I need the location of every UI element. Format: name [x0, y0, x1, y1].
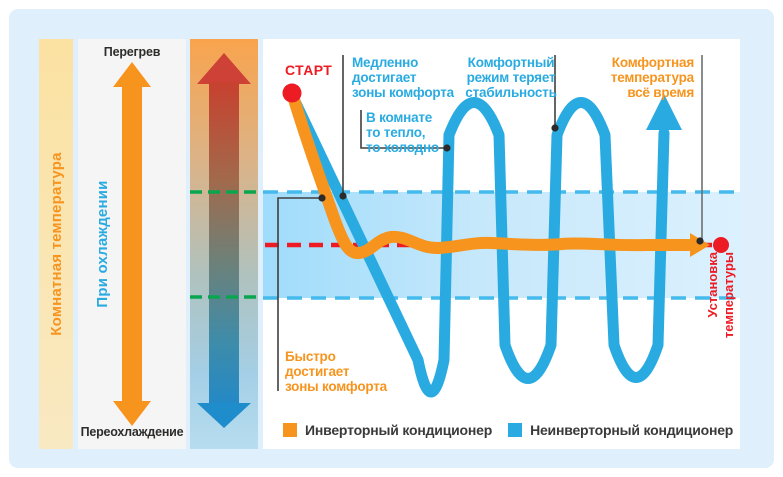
while-cooling-label: При охлаждении — [94, 180, 111, 308]
annotation-unstable: Комфортный режим теряет стабильность — [465, 55, 557, 100]
annotation-room-swing: В комнате то тепло, то холодно — [366, 110, 439, 155]
start-label: СТАРТ — [285, 62, 333, 78]
room-temperature-label: Комнатная температура — [48, 152, 65, 336]
hot-cold-gradient-panel — [190, 39, 258, 449]
legend-item-noninverter: Неинверторный кондиционер — [508, 422, 733, 438]
legend-item-inverter: Инверторный кондиционер — [283, 422, 492, 438]
overcool-label: Переохлаждение — [80, 425, 184, 439]
legend-inverter-label: Инверторный кондиционер — [305, 422, 493, 438]
setpoint-label: Установка температуры — [705, 252, 736, 339]
comfort-zone-band — [263, 192, 740, 298]
room-temperature-bar — [39, 39, 73, 449]
annotation-slow: Медленно достигает зоны комфорта — [352, 55, 454, 100]
legend-noninverter-label: Неинверторный кондиционер — [530, 422, 734, 438]
annotation-comfort-always: Комфортная температура всё время — [610, 55, 694, 100]
annotation-fast: Быстро достигает зоны комфорта — [285, 349, 387, 394]
noninverter-swatch-icon — [508, 423, 523, 437]
legend: Инверторный кондиционер Неинверторный ко… — [283, 422, 733, 438]
inverter-swatch-icon — [283, 423, 297, 437]
overheat-label: Перегрев — [103, 45, 161, 59]
